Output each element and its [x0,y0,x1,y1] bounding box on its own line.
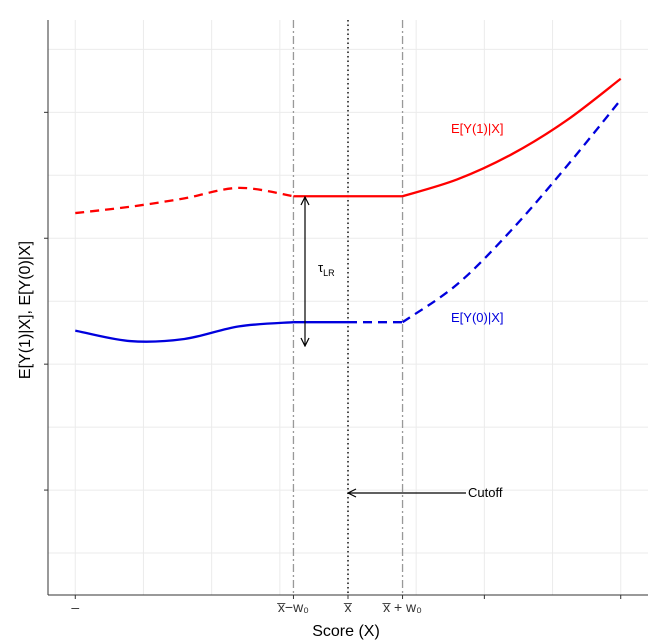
series-0-segment-dashed [75,186,294,215]
series-label-treated: E[Y(1)|X] [451,121,504,136]
x-ticks: – x̅−w₀ x̅ x̅ + w₀ [71,595,622,615]
series-label-control: E[Y(0)|X] [451,310,504,325]
x-tick-label-0: – [71,599,79,615]
tau-subscript: LR [323,268,335,278]
x-tick-label-2: x̅ [343,599,353,615]
cutoff-label: Cutoff [468,485,503,500]
tau-symbol: τ [318,260,324,275]
series-lines [75,77,622,343]
x-axis-title: Score (X) [312,623,380,640]
annotations: τLR Cutoff E[Y(1)|X] E[Y(0)|X] [305,121,504,500]
series-1-segment-solid [75,321,294,343]
y-ticks [44,111,48,491]
tau-label: τLR [318,260,335,278]
y-axis-title: E[Y(1)|X], E[Y(0)|X] [17,241,34,379]
reference-lines [292,20,404,595]
series-1-segment-dashed [401,99,622,324]
x-tick-label-1: x̅−w₀ [276,599,309,615]
x-tick-label-3: x̅ + w₀ [382,599,423,615]
series-0-segment-solid [402,77,622,198]
